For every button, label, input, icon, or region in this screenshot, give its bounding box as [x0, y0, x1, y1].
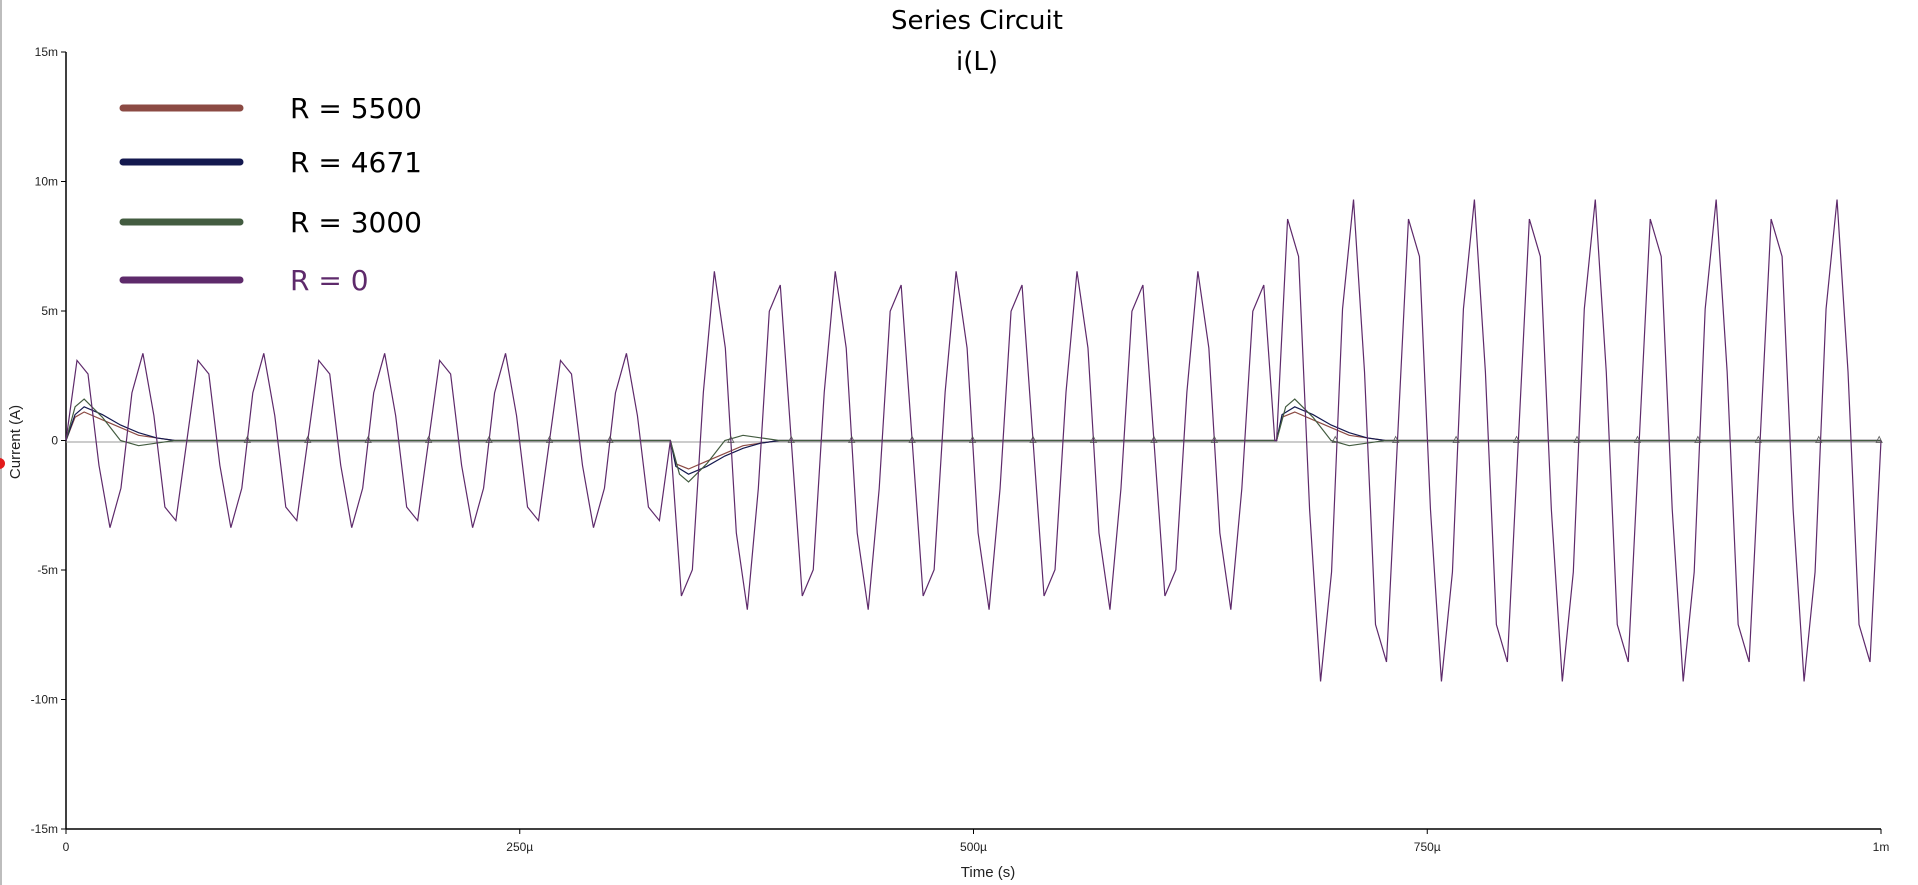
sample-marker — [1029, 435, 1037, 443]
series-line-3 — [65, 199, 1882, 682]
y-tick-label: 15m — [35, 45, 58, 59]
sample-marker — [848, 435, 856, 443]
sample-marker — [1392, 435, 1400, 443]
plot-area: 15m 10m 5m 0 -5m -10m -15m 0 250µ 500µ 750µ 1m — [31, 45, 1890, 854]
cursor-marker — [0, 458, 5, 469]
legend-label: R = 0 — [290, 264, 369, 297]
y-tick-label: -5m — [37, 563, 58, 577]
sample-marker — [424, 435, 433, 443]
sample-marker — [1633, 435, 1642, 443]
x-tick-label: 1m — [1873, 840, 1890, 854]
legend-label: R = 5500 — [290, 92, 422, 125]
sample-marker — [364, 435, 372, 443]
sample-marker — [1875, 435, 1883, 443]
sample-marker — [1754, 435, 1762, 443]
legend-label: R = 4671 — [290, 146, 422, 179]
sample-marker — [727, 435, 735, 443]
sample-marker — [304, 435, 312, 443]
series-line-1 — [65, 406, 1881, 475]
sample-marker — [1331, 435, 1339, 443]
markers-layer — [243, 435, 1883, 443]
y-tick-label: -15m — [31, 822, 58, 836]
y-tick-label: 0 — [51, 434, 58, 448]
sample-marker — [606, 435, 614, 443]
chart-subtitle: i(L) — [956, 47, 998, 77]
y-tick-label: 10m — [35, 175, 58, 189]
legend-label: R = 3000 — [290, 206, 422, 239]
window-left-border — [0, 0, 2, 885]
series-layer — [65, 199, 1882, 682]
sample-marker — [545, 435, 554, 443]
chart-title: Series Circuit — [891, 6, 1063, 36]
legend: R = 5500 R = 4671 R = 3000 R = 0 — [119, 92, 422, 297]
sample-marker — [1815, 435, 1823, 443]
y-axis-label: Current (A) — [7, 405, 24, 479]
sample-marker — [908, 435, 916, 443]
sample-marker — [1150, 435, 1158, 443]
x-axis-label: Time (s) — [961, 864, 1015, 881]
sample-marker — [787, 435, 795, 443]
sample-marker — [243, 435, 251, 443]
x-tick-label: 500µ — [960, 840, 987, 854]
x-ticks: 0 250µ 500µ 750µ 1m — [63, 829, 1890, 854]
sample-marker — [1089, 435, 1098, 443]
x-tick-label: 750µ — [1414, 840, 1441, 854]
sample-marker — [1573, 435, 1581, 443]
series-line-2 — [65, 398, 1881, 483]
y-tick-label: 5m — [41, 304, 58, 318]
y-tick-label: -10m — [31, 693, 58, 707]
series-line-0 — [65, 411, 1881, 470]
x-tick-label: 0 — [63, 840, 70, 854]
sample-marker — [968, 435, 977, 443]
y-ticks: 15m 10m 5m 0 -5m -10m -15m — [31, 45, 66, 836]
sample-marker — [485, 435, 493, 443]
sample-marker — [1210, 435, 1218, 443]
sample-marker — [1512, 435, 1521, 443]
x-tick-label: 250µ — [506, 840, 533, 854]
sample-marker — [1694, 435, 1702, 443]
sample-marker — [1452, 435, 1460, 443]
